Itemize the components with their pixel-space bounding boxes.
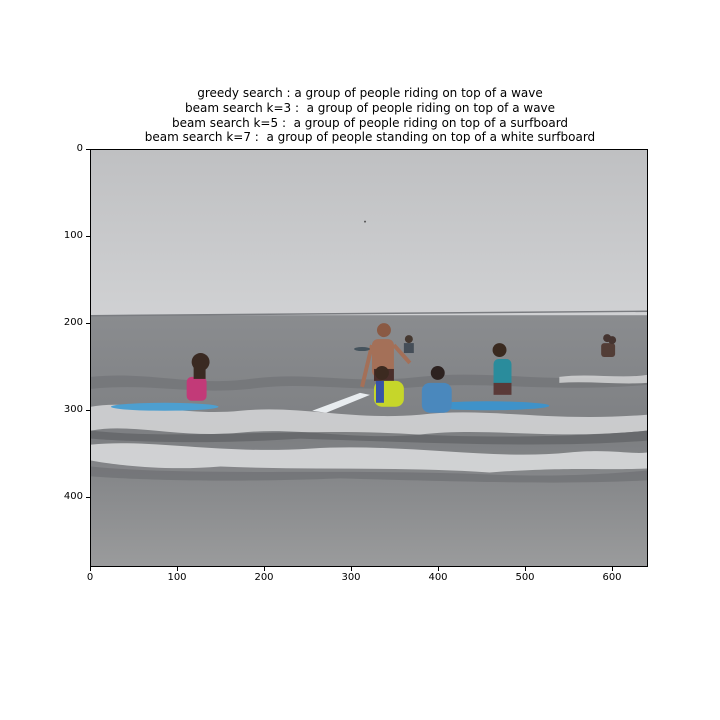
surfboard-right — [425, 401, 550, 411]
ytick-mark-0 — [86, 149, 90, 150]
ytick-label-100: 100 — [63, 230, 83, 241]
xtick-mark-400 — [438, 567, 439, 571]
surfboard-center — [312, 392, 370, 413]
xtick-label-100: 100 — [167, 572, 187, 583]
ytick-mark-400 — [86, 497, 90, 498]
image-axes — [90, 149, 648, 567]
wave-foam-1 — [91, 404, 647, 437]
xtick-label-600: 600 — [602, 572, 622, 583]
ytick-label-0: 0 — [76, 143, 83, 154]
ytick-label-200: 200 — [63, 317, 83, 328]
surfboard-left — [110, 402, 219, 411]
foam-right — [559, 374, 647, 384]
title-beam-k3: beam search k=3 : a group of people ridi… — [184, 100, 556, 115]
horizon — [91, 310, 647, 317]
xtick-mark-500 — [525, 567, 526, 571]
xtick-mark-600 — [612, 567, 613, 571]
xtick-mark-200 — [264, 567, 265, 571]
xtick-label-0: 0 — [86, 572, 94, 583]
child-yellow — [373, 365, 404, 407]
ytick-label-300: 300 — [63, 404, 83, 415]
child-blue — [421, 365, 452, 413]
xtick-label-200: 200 — [254, 572, 274, 583]
wave-dark-1 — [91, 430, 647, 445]
child-teal — [492, 343, 512, 395]
ytick-mark-300 — [86, 410, 90, 411]
xtick-mark-0 — [90, 567, 91, 571]
xtick-mark-100 — [177, 567, 178, 571]
wave-dark-2 — [91, 466, 647, 483]
title-greedy: greedy search : a group of people riding… — [197, 86, 543, 100]
xtick-label-400: 400 — [428, 572, 448, 583]
bird — [364, 220, 367, 223]
caption-title: greedy search : a group of people riding… — [0, 86, 720, 145]
title-beam-k5: beam search k=5 : a group of people ridi… — [171, 115, 569, 130]
swimmer-distant — [354, 335, 414, 354]
ytick-label-400: 400 — [63, 491, 83, 502]
ytick-mark-100 — [86, 236, 90, 237]
ytick-mark-200 — [86, 323, 90, 324]
beach-photo — [91, 150, 647, 566]
sky — [91, 150, 647, 317]
people-far-right — [601, 334, 617, 358]
title-beam-k7: beam search k=7 : a group of people stan… — [144, 130, 596, 145]
xtick-mark-300 — [351, 567, 352, 571]
wave-foam-2 — [91, 443, 647, 473]
xtick-label-300: 300 — [341, 572, 361, 583]
xtick-label-500: 500 — [515, 572, 535, 583]
girl-pink — [186, 353, 210, 401]
